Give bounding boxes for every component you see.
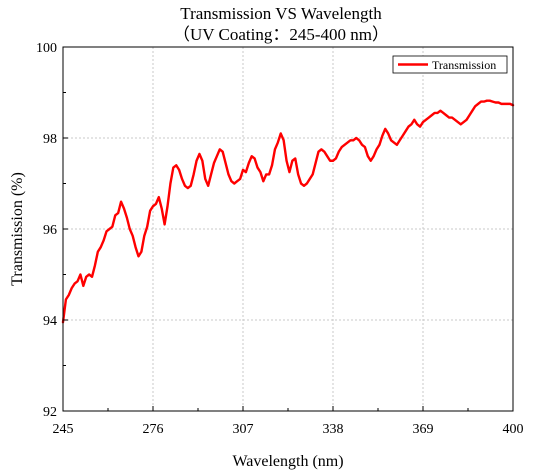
x-axis: 245 276 307 338 369 400 (53, 406, 524, 437)
x-tick-label: 400 (503, 422, 524, 437)
chart-subtitle: （UV Coating：245-400 nm） (173, 25, 389, 44)
legend-box (392, 55, 508, 74)
chart-title: Transmission VS Wavelength (180, 4, 382, 23)
x-tick-label: 338 (323, 422, 344, 437)
plot-series (61, 99, 515, 324)
y-tick-label: 96 (43, 223, 57, 238)
series-line-transmission (61, 99, 515, 324)
x-tick-label: 245 (53, 422, 74, 437)
x-axis-label: Wavelength (nm) (232, 453, 343, 470)
y-tick-label: 94 (43, 314, 57, 329)
grid-lines (63, 47, 513, 411)
legend-label: Transmission (432, 58, 496, 72)
y-tick-label: 98 (43, 132, 57, 147)
legend: Transmission (392, 55, 508, 74)
y-axis: 92 94 96 98 100 (36, 41, 68, 420)
y-axis-label: Transmission (%) (9, 172, 26, 286)
x-tick-label: 369 (413, 422, 434, 437)
y-tick-label: 92 (43, 405, 57, 420)
x-tick-label: 276 (143, 422, 164, 437)
y-tick-label: 100 (36, 41, 57, 56)
x-tick-label: 307 (233, 422, 254, 437)
